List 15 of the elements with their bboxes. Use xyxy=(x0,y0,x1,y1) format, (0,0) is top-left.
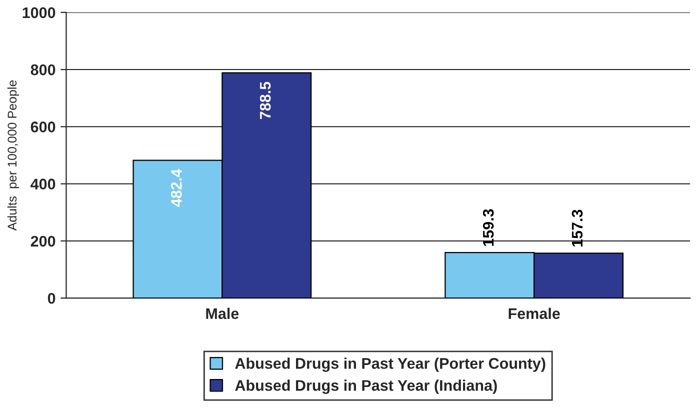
y-tick-label: 600 xyxy=(30,122,56,132)
y-tick-label: 1000 xyxy=(22,7,56,18)
legend-label: Abused Drugs in Past Year (Porter County) xyxy=(235,358,546,372)
y-tick-label: 800 xyxy=(30,64,56,76)
data-label: 157.3 xyxy=(572,210,583,246)
data-label: 788.5 xyxy=(260,82,271,119)
data-label: 159.3 xyxy=(482,209,494,246)
y-axis-title: Adults per 100,000 People xyxy=(7,80,20,231)
y-tick-label: 0 xyxy=(48,292,56,304)
data-label: 482.4 xyxy=(171,168,182,207)
x-tick-label: Female xyxy=(508,308,560,320)
x-tick-label: Male xyxy=(206,308,239,320)
y-tick-label: 400 xyxy=(30,178,56,190)
y-tick-label: 200 xyxy=(30,236,56,247)
legend-label: Abused Drugs in Past Year (Indiana) xyxy=(235,380,497,394)
